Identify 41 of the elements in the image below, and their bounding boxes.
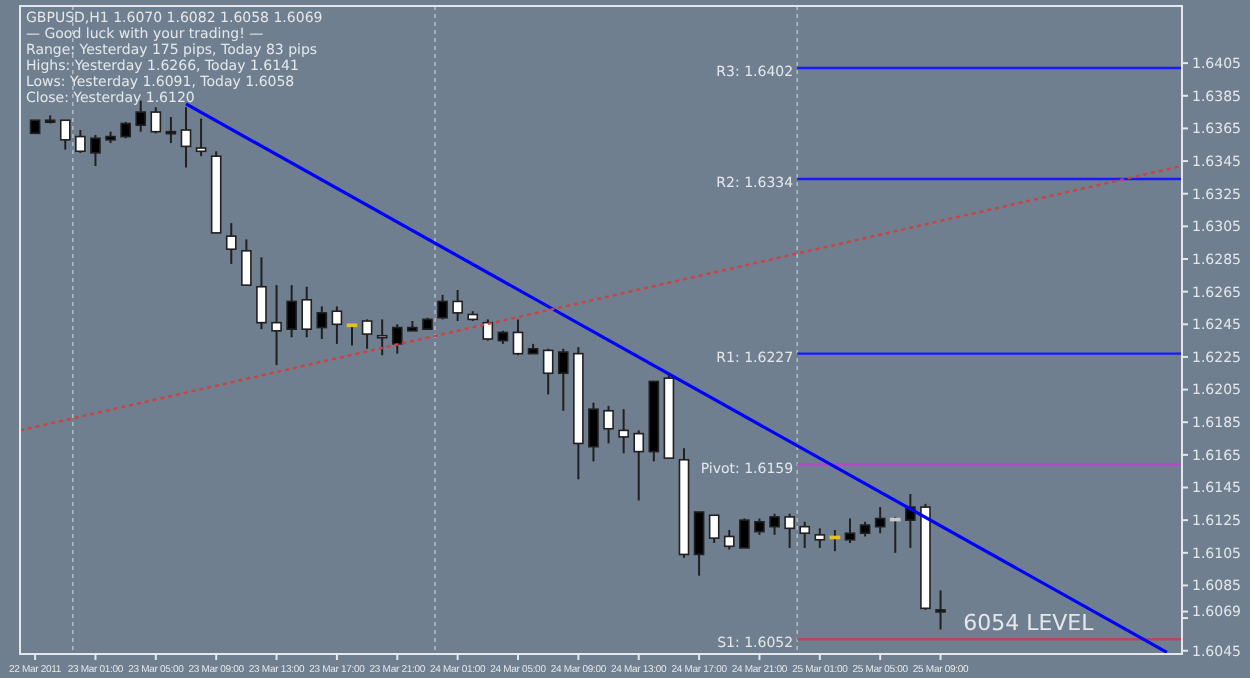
candlestick (588, 401, 599, 463)
annotation: 6054 LEVEL (963, 609, 1096, 636)
candlestick (603, 404, 614, 445)
candlestick (376, 318, 388, 357)
candlestick (346, 323, 358, 347)
candlestick (180, 106, 192, 169)
candlestick (437, 293, 448, 321)
candlestick (301, 285, 313, 339)
candlestick (874, 506, 886, 535)
candlestick (769, 512, 780, 536)
candlestick (799, 520, 811, 549)
candlestick (316, 305, 328, 340)
candlestick (271, 284, 282, 367)
candlestick (75, 129, 86, 154)
candlestick (633, 429, 645, 502)
candlestick (331, 305, 343, 345)
candlestick (708, 514, 720, 545)
candlestick (739, 517, 750, 549)
candlestick (557, 347, 569, 412)
candlestick (256, 256, 267, 331)
candlestick (286, 284, 297, 339)
candlestick (150, 106, 162, 135)
candlestick (784, 512, 795, 549)
candlestick (935, 589, 946, 631)
candlestick (512, 318, 524, 357)
candlestick (542, 347, 554, 396)
candlestick (452, 289, 463, 323)
candlestick (693, 510, 705, 577)
candlestick (361, 318, 373, 350)
candlestick (241, 238, 252, 287)
candlestick (195, 117, 207, 158)
candlestick (225, 222, 237, 265)
candlestick (889, 515, 901, 554)
candlestick (723, 528, 735, 551)
candlestick (844, 517, 856, 545)
candlestick (90, 133, 101, 167)
candlestick (59, 119, 71, 151)
candlestick (618, 408, 629, 455)
candlestick (391, 323, 403, 355)
candlestick (814, 527, 826, 549)
candlestick (482, 318, 494, 342)
